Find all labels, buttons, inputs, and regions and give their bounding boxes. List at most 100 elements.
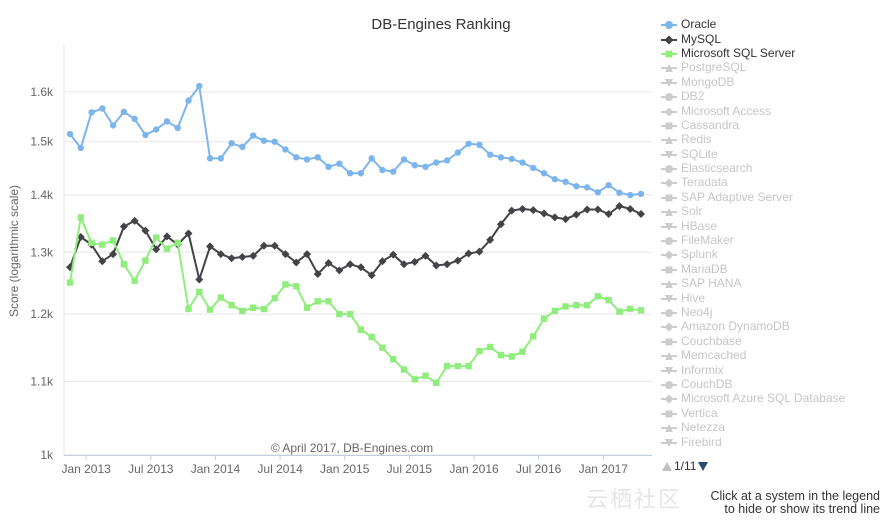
data-point[interactable] bbox=[324, 259, 333, 268]
data-point[interactable] bbox=[238, 253, 247, 262]
data-point[interactable] bbox=[120, 261, 128, 268]
data-point[interactable] bbox=[303, 156, 311, 163]
data-point[interactable] bbox=[228, 301, 235, 309]
legend-item-mariadb[interactable]: MariaDB bbox=[660, 262, 880, 276]
data-point[interactable] bbox=[174, 239, 181, 247]
data-point[interactable] bbox=[368, 333, 375, 341]
data-point[interactable] bbox=[142, 257, 149, 264]
legend-item-sap-hana[interactable]: SAP HANA bbox=[660, 276, 880, 290]
series-microsoft-sql-server[interactable] bbox=[66, 214, 645, 386]
data-point[interactable] bbox=[130, 216, 139, 225]
data-point[interactable] bbox=[540, 315, 548, 322]
data-point[interactable] bbox=[292, 258, 301, 267]
data-point[interactable] bbox=[422, 372, 429, 379]
data-point[interactable] bbox=[379, 166, 386, 174]
legend-item-neo4j[interactable]: Neo4j bbox=[660, 305, 880, 319]
data-point[interactable] bbox=[357, 326, 365, 333]
data-point[interactable] bbox=[185, 305, 192, 313]
data-point[interactable] bbox=[206, 306, 214, 313]
legend-item-microsoft-azure-sql-database[interactable]: Microsoft Azure SQL Database bbox=[660, 391, 880, 405]
data-point[interactable] bbox=[551, 175, 559, 183]
data-point[interactable] bbox=[367, 271, 376, 280]
data-point[interactable] bbox=[77, 144, 84, 152]
legend-item-firebird[interactable]: Firebird bbox=[660, 434, 880, 449]
data-point[interactable] bbox=[109, 237, 117, 244]
data-point[interactable] bbox=[368, 155, 375, 162]
data-point[interactable] bbox=[550, 213, 559, 222]
data-point[interactable] bbox=[325, 298, 332, 305]
legend-item-hbase[interactable]: HBase bbox=[660, 218, 880, 233]
data-point[interactable] bbox=[433, 379, 440, 386]
legend-item-microsoft-sql-server[interactable]: Microsoft SQL Server bbox=[660, 46, 880, 60]
data-point[interactable] bbox=[464, 249, 473, 258]
data-point[interactable] bbox=[637, 190, 645, 198]
series-mysql[interactable] bbox=[66, 202, 645, 284]
data-point[interactable] bbox=[593, 205, 602, 214]
data-point[interactable] bbox=[443, 362, 451, 370]
data-point[interactable] bbox=[551, 307, 559, 315]
legend-item-couchdb[interactable]: CouchDB bbox=[660, 377, 880, 391]
data-point[interactable] bbox=[400, 366, 408, 373]
data-point[interactable] bbox=[540, 170, 548, 177]
data-point[interactable] bbox=[119, 222, 128, 231]
data-point[interactable] bbox=[594, 293, 602, 300]
data-point[interactable] bbox=[637, 210, 645, 219]
data-point[interactable] bbox=[109, 122, 117, 129]
data-point[interactable] bbox=[66, 130, 74, 138]
data-point[interactable] bbox=[281, 250, 290, 259]
data-point[interactable] bbox=[142, 131, 149, 139]
data-point[interactable] bbox=[217, 294, 225, 301]
data-point[interactable] bbox=[335, 266, 344, 275]
data-point[interactable] bbox=[357, 170, 365, 177]
data-point[interactable] bbox=[346, 260, 355, 269]
data-point[interactable] bbox=[152, 245, 161, 254]
legend-item-cassandra[interactable]: Cassandra bbox=[660, 118, 880, 132]
data-point[interactable] bbox=[390, 355, 397, 363]
legend-item-netezza[interactable]: Netezza bbox=[660, 420, 880, 434]
data-point[interactable] bbox=[616, 189, 623, 197]
data-point[interactable] bbox=[152, 126, 160, 133]
legend-item-couchbase[interactable]: Couchbase bbox=[660, 334, 880, 348]
data-point[interactable] bbox=[390, 168, 397, 175]
data-point[interactable] bbox=[346, 170, 354, 177]
data-point[interactable] bbox=[594, 189, 602, 196]
data-point[interactable] bbox=[454, 149, 462, 156]
legend-item-mysql[interactable]: MySQL bbox=[660, 31, 880, 46]
data-point[interactable] bbox=[476, 141, 483, 149]
data-point[interactable] bbox=[293, 283, 300, 290]
data-point[interactable] bbox=[227, 254, 236, 263]
data-point[interactable] bbox=[443, 260, 452, 269]
data-point[interactable] bbox=[98, 257, 107, 266]
data-point[interactable] bbox=[282, 146, 289, 153]
data-point[interactable] bbox=[443, 157, 451, 164]
data-point[interactable] bbox=[185, 97, 192, 104]
data-point[interactable] bbox=[249, 251, 258, 260]
legend-item-microsoft-access[interactable]: Microsoft Access bbox=[660, 103, 880, 118]
data-point[interactable] bbox=[239, 307, 246, 315]
data-point[interactable] bbox=[270, 241, 279, 250]
legend-item-db2[interactable]: DB2 bbox=[660, 89, 880, 103]
data-point[interactable] bbox=[249, 132, 257, 139]
data-point[interactable] bbox=[605, 181, 612, 189]
data-point[interactable] bbox=[303, 250, 312, 259]
data-point[interactable] bbox=[421, 251, 430, 260]
legend-item-oracle[interactable]: Oracle bbox=[660, 17, 880, 31]
data-point[interactable] bbox=[411, 376, 418, 383]
data-point[interactable] bbox=[422, 163, 429, 171]
data-point[interactable] bbox=[432, 261, 441, 270]
legend-item-informix[interactable]: Informix bbox=[660, 362, 880, 377]
data-point[interactable] bbox=[530, 164, 537, 172]
data-point[interactable] bbox=[271, 138, 278, 145]
data-point[interactable] bbox=[228, 140, 235, 147]
data-point[interactable] bbox=[152, 234, 160, 241]
data-point[interactable] bbox=[293, 154, 300, 161]
data-point[interactable] bbox=[163, 245, 171, 252]
data-point[interactable] bbox=[174, 124, 181, 132]
data-point[interactable] bbox=[325, 163, 332, 171]
data-point[interactable] bbox=[399, 260, 408, 269]
data-point[interactable] bbox=[529, 206, 538, 215]
legend-item-filemaker[interactable]: FileMaker bbox=[660, 233, 880, 247]
data-point[interactable] bbox=[239, 143, 246, 151]
data-point[interactable] bbox=[561, 215, 570, 224]
data-point[interactable] bbox=[615, 202, 624, 211]
